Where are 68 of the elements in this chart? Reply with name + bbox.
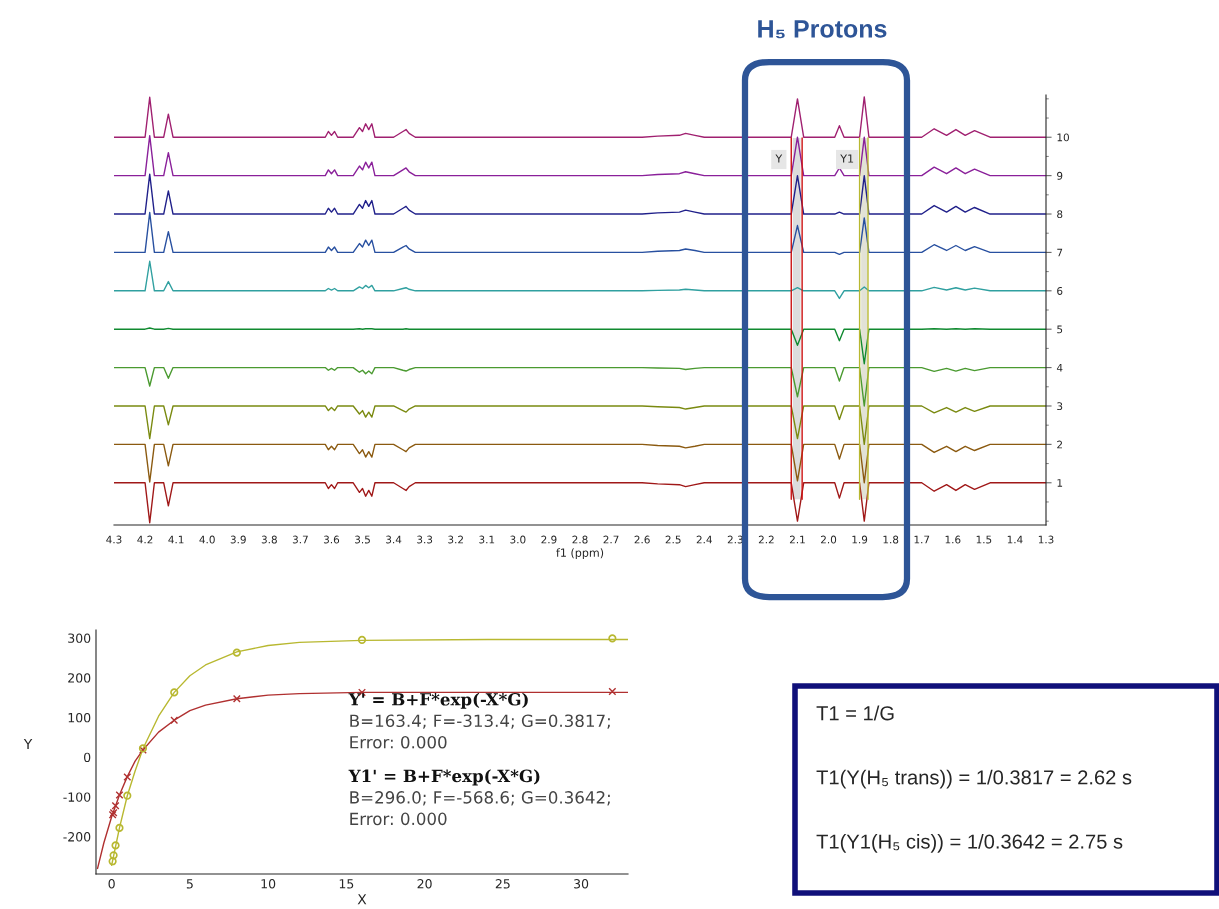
x-tick-label: 2.1 (789, 535, 805, 544)
x-tick-label: 1.3 (1038, 535, 1054, 544)
x-tick-label: 1.5 (976, 535, 992, 544)
y-tick-label: 7 (1057, 248, 1063, 257)
x-tick-label: 2.5 (665, 535, 681, 544)
x-tick-label: 2.0 (821, 535, 837, 544)
y-tick-label: 10 (1057, 133, 1069, 142)
annotation: Y' = B+F*exp(-X*G) (348, 692, 528, 709)
y-tick-label: 2 (1057, 440, 1062, 449)
x-tick-label: 3.3 (417, 535, 433, 544)
x-axis-title: X (357, 894, 367, 905)
text: T1(Y1(H₅ cis)) = 1/0.3642 = 2.75 s (816, 833, 1123, 853)
x-axis-title: f1 (ppm) (556, 548, 604, 560)
x-tick-label: 3.9 (230, 535, 246, 544)
x-tick-label: 3.8 (261, 535, 277, 544)
x-tick-label: 10 (261, 879, 276, 889)
y-tick-label: -100 (63, 792, 91, 802)
x-tick-label: 1.9 (852, 535, 868, 544)
x-tick-label: 2.8 (572, 535, 588, 544)
x-tick-label: 3.5 (355, 535, 370, 544)
y-tick-label: 300 (68, 633, 91, 643)
text: T1 = 1/G (816, 705, 894, 721)
band-label: Y (775, 154, 783, 163)
y-tick-label: 4 (1056, 363, 1063, 372)
x-tick-label: 1.4 (1007, 535, 1023, 544)
x-tick-label: 4.0 (199, 535, 215, 544)
x-tick-label: 2.2 (758, 535, 774, 544)
x-tick-label: 2.6 (634, 535, 650, 544)
chart-title: H₅ Protons (758, 20, 887, 39)
x-tick-label: 20 (417, 879, 432, 889)
x-tick-label: 3.2 (448, 535, 463, 544)
x-tick-label: 4.2 (137, 535, 153, 544)
y-tick-label: 6 (1057, 287, 1063, 295)
x-tick-label: 4.1 (168, 535, 184, 544)
x-tick-label: 1.6 (945, 535, 961, 544)
x-tick-label: 15 (339, 879, 354, 889)
x-tick-label: 3.7 (292, 535, 308, 544)
y-axis-title: Y (23, 738, 33, 750)
y-tick-label: 5 (1057, 325, 1063, 334)
x-tick-label: 5 (186, 879, 193, 889)
x-tick-label: 3.6 (323, 535, 340, 544)
y-tick-label: 9 (1057, 171, 1063, 180)
x-tick-label: 2.7 (603, 535, 619, 544)
x-tick-label: 30 (574, 879, 589, 889)
y-tick-label: 100 (68, 712, 91, 723)
annotation: Error: 0.000 (350, 735, 447, 749)
y-tick-label: 0 (84, 752, 91, 763)
x-tick-label: 2.4 (696, 535, 712, 544)
y-tick-label: 200 (68, 673, 91, 683)
x-tick-label: 1.8 (883, 535, 899, 544)
annotation: Y1' = B+F*exp(-X*G) (348, 769, 540, 786)
annotation: B=296.0; F=-568.6; G=0.3642; (350, 791, 610, 806)
x-tick-label: 0 (108, 879, 115, 889)
annotation: B=163.4; F=-313.4; G=0.3817; (350, 714, 610, 729)
y-tick-label: 1 (1057, 479, 1063, 487)
x-tick-label: 4.3 (106, 535, 122, 544)
band-label: Y1 (840, 154, 854, 163)
y-tick-label: 8 (1057, 210, 1063, 219)
x-tick-label: 3.4 (386, 535, 402, 544)
y-tick-label: -200 (63, 832, 91, 842)
x-tick-label: 25 (495, 879, 510, 889)
annotation: Error: 0.000 (350, 812, 447, 826)
text: T1(Y(H₅ trans)) = 1/0.3817 = 2.62 s (816, 769, 1132, 789)
x-tick-label: 3.1 (479, 535, 495, 544)
x-tick-label: 2.9 (541, 535, 557, 544)
x-tick-label: 3.0 (510, 535, 526, 544)
x-tick-label: 1.7 (914, 535, 930, 544)
y-tick-label: 3 (1057, 402, 1063, 411)
